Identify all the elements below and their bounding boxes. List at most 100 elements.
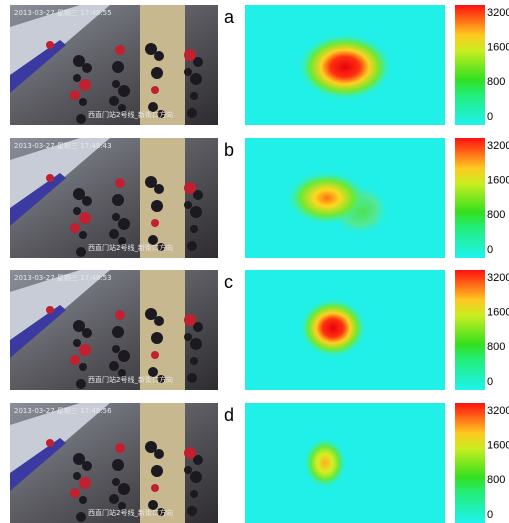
person	[184, 447, 196, 459]
colorbar	[455, 5, 485, 125]
person	[151, 200, 163, 212]
person	[73, 472, 81, 480]
person	[145, 43, 157, 55]
person	[73, 74, 81, 82]
person	[112, 194, 124, 206]
person	[46, 174, 54, 182]
timestamp: 2013-03-27 星期三 17:48:43	[14, 142, 112, 150]
person	[115, 443, 125, 453]
person	[190, 357, 198, 365]
person	[70, 488, 80, 498]
person	[79, 98, 87, 106]
person	[109, 361, 119, 371]
person	[73, 320, 85, 332]
pillar	[140, 270, 185, 390]
person	[145, 441, 157, 453]
person	[73, 188, 85, 200]
colorbar	[455, 403, 485, 523]
heatmap	[245, 5, 445, 125]
colorbar	[455, 138, 485, 258]
person	[190, 338, 202, 350]
colorbar-tick-label: 0	[487, 376, 493, 388]
person	[112, 345, 120, 353]
person	[184, 49, 196, 61]
person	[190, 471, 202, 483]
figure: 2013-03-27 星期三 17:48:55 西直门站2号线_新街口方向 a 320…	[0, 0, 509, 523]
person	[112, 61, 124, 73]
person	[184, 314, 196, 326]
person	[187, 373, 197, 383]
colorbar-tick-label: 800	[487, 341, 505, 353]
colorbar-tick-label: 800	[487, 474, 505, 486]
person	[190, 92, 198, 100]
person	[109, 96, 119, 106]
person	[190, 73, 202, 85]
colorbar-tick-label: 800	[487, 76, 505, 88]
colorbar-tick-label: 0	[487, 111, 493, 123]
colorbar-tick-label: 1600	[487, 307, 509, 319]
panel-label: c	[224, 272, 233, 292]
person	[109, 229, 119, 239]
camera-photo: 2013-03-27 星期三 17:48:56 西直门站2号线_新街口方向	[10, 403, 218, 523]
panel-label: a	[224, 7, 235, 27]
density-blob	[303, 437, 347, 489]
colorbar-tick-label: 1600	[487, 175, 509, 187]
person	[79, 79, 91, 91]
colorbar-tick-label: 800	[487, 209, 505, 221]
person	[151, 86, 159, 94]
person	[46, 306, 54, 314]
person	[70, 355, 80, 365]
heatmap	[245, 403, 445, 523]
person	[118, 483, 130, 495]
colorbar-tick-label: 0	[487, 244, 493, 256]
person	[79, 231, 87, 239]
camera-photo: 2013-03-27 星期三 17:48:55 西直门站2号线_新街口方向	[10, 5, 218, 125]
person	[115, 178, 125, 188]
person	[145, 308, 157, 320]
person	[118, 85, 130, 97]
heatmap	[245, 138, 445, 258]
person	[187, 506, 197, 516]
person	[76, 512, 86, 522]
person	[79, 344, 91, 356]
person	[184, 182, 196, 194]
density-blob	[299, 298, 367, 358]
person	[187, 108, 197, 118]
person	[73, 55, 85, 67]
person	[70, 223, 80, 233]
photo-caption: 西直门站2号线_新街口方向	[88, 375, 173, 384]
person	[184, 68, 192, 76]
person	[151, 219, 159, 227]
photo-caption: 西直门站2号线_新街口方向	[88, 508, 173, 517]
person	[79, 496, 87, 504]
person	[112, 80, 120, 88]
photo-caption: 西直门站2号线_新街口方向	[88, 110, 173, 119]
panel-label: b	[224, 140, 234, 160]
person	[118, 218, 130, 230]
colorbar-tick-label: 3200	[487, 7, 509, 19]
colorbar-tick-label: 3200	[487, 140, 509, 152]
timestamp: 2013-03-27 星期三 17:48:56	[14, 407, 112, 415]
density-blob	[297, 33, 393, 101]
person	[46, 41, 54, 49]
pillar	[140, 403, 185, 523]
panel-label: d	[224, 405, 234, 425]
person	[190, 490, 198, 498]
camera-photo: 2013-03-27 星期三 17:48:53西直门站2号线_新街口方向	[10, 270, 218, 390]
person	[79, 477, 91, 489]
person	[76, 247, 86, 257]
person	[184, 201, 192, 209]
person	[184, 466, 192, 474]
person	[79, 363, 87, 371]
panel: 2013-03-27 星期三 17:48:55 西直门站2号线_新街口方向 a 320…	[10, 5, 509, 125]
timestamp: 2013-03-27 星期三 17:48:55	[14, 9, 112, 17]
person	[112, 478, 120, 486]
person	[115, 310, 125, 320]
person	[73, 339, 81, 347]
person	[112, 213, 120, 221]
person	[115, 45, 125, 55]
